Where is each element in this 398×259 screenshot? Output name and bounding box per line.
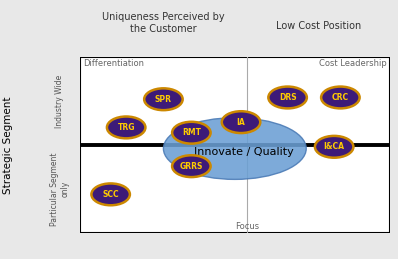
Circle shape: [268, 87, 307, 109]
Text: Low Cost Position: Low Cost Position: [276, 21, 361, 31]
Circle shape: [172, 122, 211, 144]
Text: GRRS: GRRS: [179, 162, 203, 171]
Text: Strategic Segment: Strategic Segment: [3, 96, 13, 194]
Ellipse shape: [164, 118, 306, 179]
Circle shape: [107, 117, 145, 138]
Text: SPR: SPR: [155, 95, 172, 104]
Circle shape: [92, 183, 130, 205]
Text: RMT: RMT: [182, 128, 201, 137]
Circle shape: [144, 88, 183, 110]
Text: Uniqueness Perceived by
the Customer: Uniqueness Perceived by the Customer: [102, 12, 225, 34]
Text: IA: IA: [237, 118, 246, 127]
Text: CRC: CRC: [332, 93, 349, 102]
Text: Industry Wide: Industry Wide: [55, 74, 64, 128]
Text: Particular Segment
only: Particular Segment only: [50, 152, 69, 226]
Text: I&CA: I&CA: [324, 142, 345, 151]
Text: TRG: TRG: [117, 123, 135, 132]
Circle shape: [321, 87, 360, 109]
Circle shape: [172, 155, 211, 177]
Text: Focus: Focus: [235, 222, 259, 231]
Text: SCC: SCC: [102, 190, 119, 199]
Text: Cost Leadership: Cost Leadership: [319, 59, 387, 68]
Text: Innovate / Quality: Innovate / Quality: [194, 147, 294, 157]
Circle shape: [315, 136, 353, 158]
Text: Differentiation: Differentiation: [83, 59, 144, 68]
FancyBboxPatch shape: [80, 57, 390, 233]
Text: DRS: DRS: [279, 93, 297, 102]
Circle shape: [222, 111, 260, 133]
